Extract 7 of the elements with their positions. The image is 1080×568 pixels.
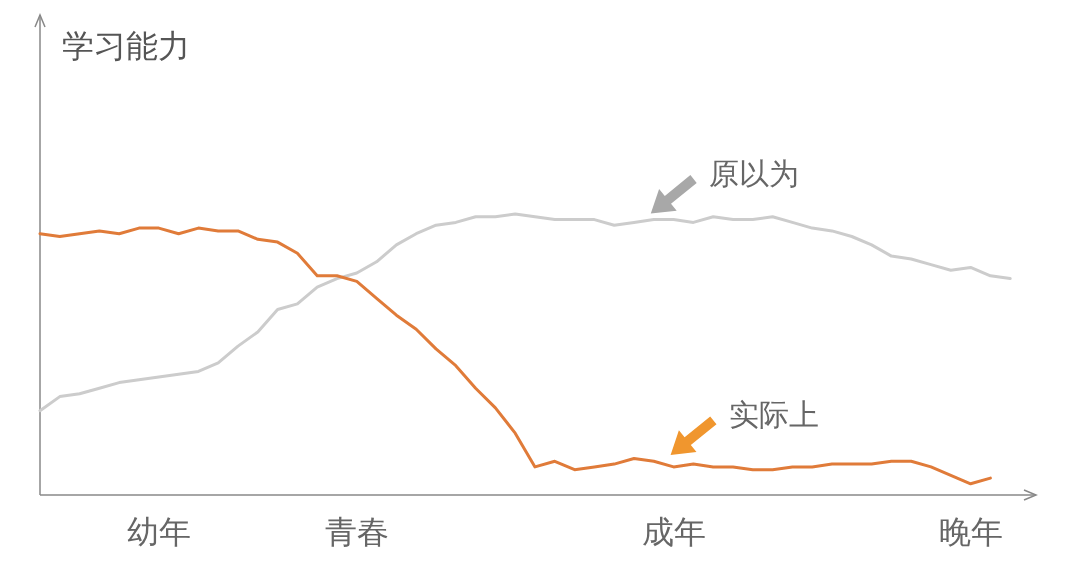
y-axis-title: 学习能力 bbox=[62, 27, 190, 65]
series-label: 实际上 bbox=[728, 396, 819, 432]
x-tick-label: 青春 bbox=[324, 513, 389, 551]
x-tick-label: 晚年 bbox=[938, 513, 1003, 551]
x-tick-label: 成年 bbox=[641, 513, 706, 551]
series-label: 原以为 bbox=[708, 155, 799, 191]
x-tick-label: 幼年 bbox=[126, 513, 191, 551]
